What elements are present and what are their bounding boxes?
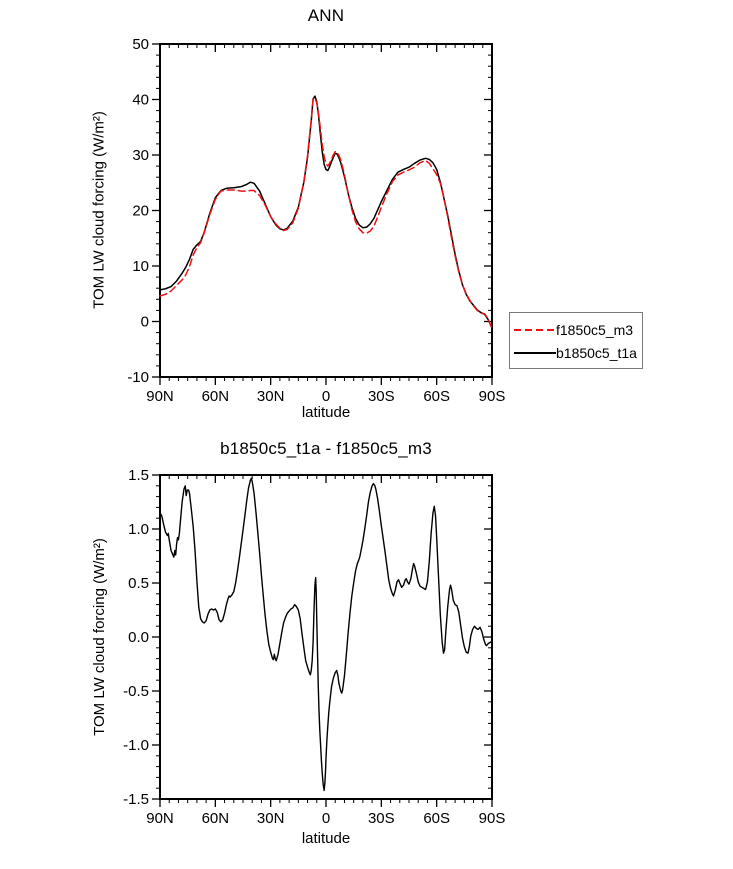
y-tick-label: 0: [141, 314, 149, 331]
y-tick-label: 0.0: [128, 629, 149, 646]
bottom-chart-title: b1850c5_t1a - f1850c5_m3: [220, 439, 432, 458]
top-chart-y-axis-label: TOM LW cloud forcing (W/m²): [90, 111, 108, 309]
x-tick-label: 30S: [368, 810, 395, 827]
y-tick-label: 10: [132, 258, 149, 275]
x-tick-label: 90S: [479, 388, 506, 405]
top-chart-plot-area: 90N 60N 30N 0 30S 60S 90S -10 0 10 20 30 40 50: [127, 36, 506, 405]
x-tick-label: 0: [322, 388, 330, 405]
plot-frame: [159, 43, 493, 378]
y-tick-label: 0.5: [128, 575, 149, 592]
y-tick-label: -1.5: [123, 791, 149, 808]
x-tick-label: 90S: [479, 810, 506, 827]
y-tick-label: 20: [132, 203, 149, 220]
top-chart-title: ANN: [307, 6, 345, 25]
top-chart-x-axis-label: latitude: [301, 404, 351, 421]
legend-line-black-solid-icon: [514, 351, 556, 354]
legend-item-b1850c5_t1a: b1850c5_t1a: [514, 341, 638, 364]
legend-item-f1850c5_m3: f1850c5_m3: [514, 318, 638, 341]
x-tick-label: 30S: [368, 388, 395, 405]
y-tick-label: 40: [132, 92, 149, 109]
legend-label-b1850c5_t1a: b1850c5_t1a: [556, 344, 637, 361]
series-b1850c5-t1a: [159, 95, 493, 329]
x-tick-label: 90N: [146, 810, 174, 827]
y-tick-label: 50: [132, 36, 149, 53]
y-tick-label: -10: [127, 369, 149, 386]
y-tick-label: -1.0: [123, 737, 149, 754]
legend-label-f1850c5_m3: f1850c5_m3: [556, 321, 634, 338]
y-tick-label: -0.5: [123, 683, 149, 700]
x-tick-label: 60N: [202, 388, 230, 405]
bottom-chart-y-axis-label: TOM LW cloud forcing (W/m²): [91, 538, 108, 736]
y-tick-label: 1.0: [128, 521, 149, 538]
legend-box: f1850c5_m3 b1850c5_t1a: [509, 312, 643, 369]
x-tick-label: 60N: [202, 810, 230, 827]
bottom-chart-plot-area: 90N 60N 30N 0 30S 60S 90S -1.5 -1.0 -0.5 0.0 0.5 1.0…: [123, 467, 506, 827]
x-tick-label: 30N: [257, 810, 285, 827]
y-tick-label: 30: [132, 147, 149, 164]
bottom-chart-x-axis-label: latitude: [301, 830, 351, 847]
series-b1850c5-t1a-f1850c5-m3: [159, 477, 493, 792]
x-tick-label: 60S: [423, 388, 450, 405]
x-tick-label: 0: [322, 810, 330, 827]
y-tick-label: 1.5: [128, 467, 149, 484]
x-tick-label: 30N: [257, 388, 285, 405]
series-f1850c5-m3: [159, 97, 493, 329]
legend-line-red-dashed-icon: [514, 328, 556, 331]
x-tick-label: 60S: [423, 810, 450, 827]
x-tick-label: 90N: [146, 388, 174, 405]
